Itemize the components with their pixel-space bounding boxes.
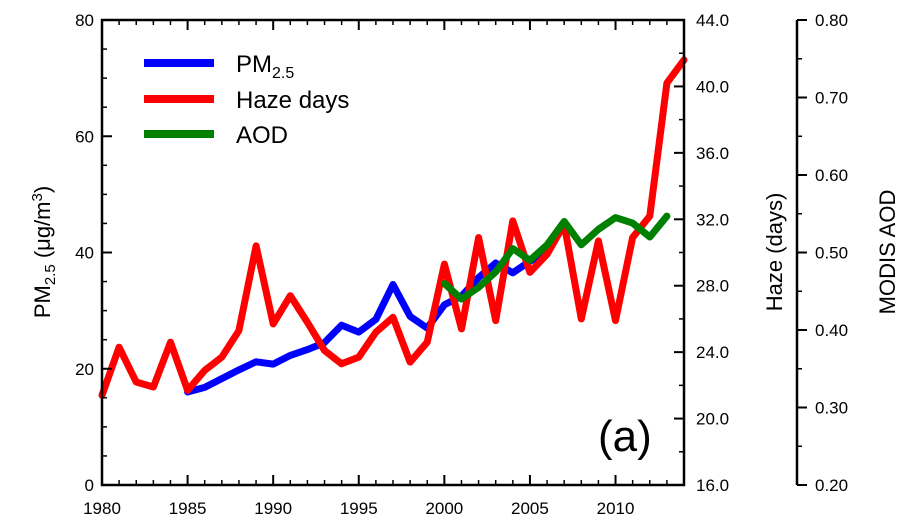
x-tick-label: 2010 xyxy=(597,499,635,518)
far-right-axis-title: MODIS AOD xyxy=(875,190,900,315)
right-tick-label: 16.0 xyxy=(696,476,729,495)
panel-label: (a) xyxy=(598,412,652,461)
right-tick-label: 36.0 xyxy=(696,144,729,163)
far-right-tick-label: 0.80 xyxy=(815,11,848,30)
far-right-tick-label: 0.50 xyxy=(815,244,848,263)
series-line-haze xyxy=(98,56,688,399)
legend-label-aod: AOD xyxy=(236,122,288,149)
left-tick-label: 80 xyxy=(75,11,94,30)
far-right-tick-label: 0.20 xyxy=(815,476,848,495)
right-axis-title: Haze (days) xyxy=(762,193,787,312)
right-tick-label: 40.0 xyxy=(696,77,729,96)
right-tick-label: 24.0 xyxy=(696,343,729,362)
x-tick-label: 2000 xyxy=(425,499,463,518)
legend-label-haze: Haze days xyxy=(236,87,349,114)
series-line-aod xyxy=(440,212,671,303)
right-tick-label: 44.0 xyxy=(696,11,729,30)
left-axis-title: PM2.5 (μg/m3) xyxy=(29,186,59,318)
left-tick-label: 20 xyxy=(75,360,94,379)
left-tick-label: 40 xyxy=(75,244,94,263)
left-tick-label: 60 xyxy=(75,127,94,146)
far-right-tick-label: 0.60 xyxy=(815,166,848,185)
x-tick-label: 2005 xyxy=(511,499,549,518)
far-right-tick-label: 0.70 xyxy=(815,89,848,108)
axes-layer: 1980 1985 1990 1995 2000 2005 2010 0 20 40 60 80 16.… xyxy=(75,11,848,518)
x-tick-label: 1995 xyxy=(340,499,378,518)
series-layer xyxy=(98,56,688,399)
left-tick-label: 0 xyxy=(85,476,94,495)
right-tick-label: 32.0 xyxy=(696,210,729,229)
legend-label-pm25: PM2.5 xyxy=(236,51,294,82)
far-right-tick-label: 0.30 xyxy=(815,399,848,418)
right-tick-label: 28.0 xyxy=(696,277,729,296)
x-tick-label: 1985 xyxy=(169,499,207,518)
right-tick-label: 20.0 xyxy=(696,410,729,429)
legend: PM2.5 Haze days AOD xyxy=(144,51,349,149)
x-tick-label: 1980 xyxy=(83,499,121,518)
far-right-tick-label: 0.40 xyxy=(815,321,848,340)
x-tick-label: 1990 xyxy=(254,499,292,518)
